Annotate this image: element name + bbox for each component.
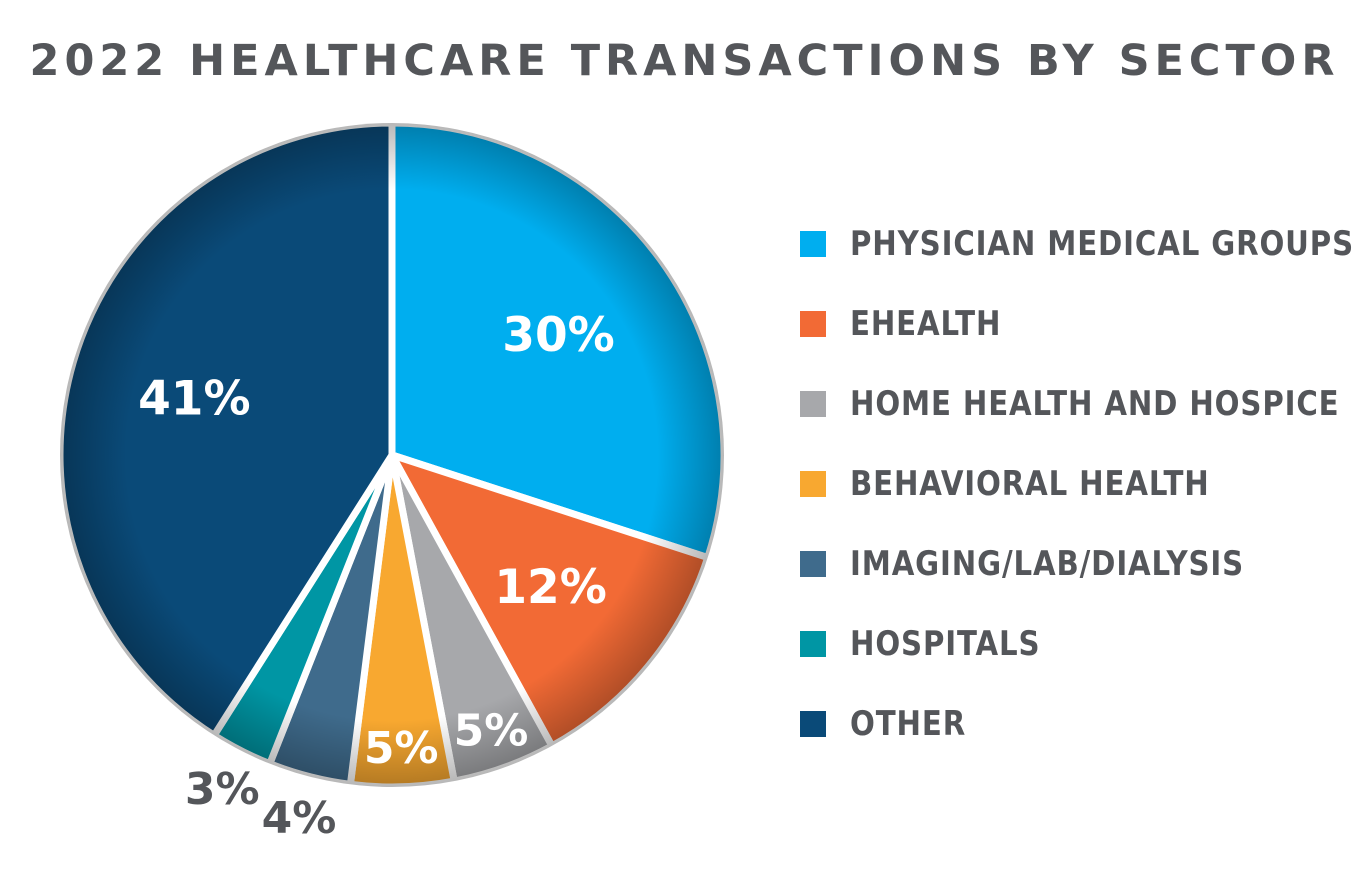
slice-label-ehealth: 12%	[494, 560, 607, 615]
legend-label: IMAGING/LAB/DIALYSIS	[850, 544, 1245, 584]
slice-label-home-health-and-hospice: 5%	[454, 706, 529, 757]
legend-label: OTHER	[850, 704, 967, 744]
legend-item-other: OTHER	[800, 684, 1369, 764]
legend-label: BEHAVIORAL HEALTH	[850, 464, 1210, 504]
slice-label-hospitals: 3%	[185, 764, 260, 815]
legend-swatch	[800, 711, 826, 737]
legend-swatch	[800, 471, 826, 497]
legend-item-ehealth: EHEALTH	[800, 284, 1369, 364]
legend: PHYSICIAN MEDICAL GROUPS EHEALTH HOME HEAL…	[800, 204, 1369, 764]
legend-item-physician-medical-groups: PHYSICIAN MEDICAL GROUPS	[800, 204, 1369, 284]
legend-item-behavioral-health: BEHAVIORAL HEALTH	[800, 444, 1369, 524]
legend-swatch	[800, 391, 826, 417]
slice-label-physician-medical-groups: 30%	[502, 308, 615, 363]
legend-swatch	[800, 551, 826, 577]
legend-swatch	[800, 311, 826, 337]
slice-label-behavioral-health: 5%	[364, 723, 439, 774]
chart-title: 2022 HEALTHCARE TRANSACTIONS BY SECTOR	[29, 36, 1340, 86]
legend-item-home-health-and-hospice: HOME HEALTH AND HOSPICE	[800, 364, 1369, 444]
legend-label: HOME HEALTH AND HOSPICE	[850, 384, 1340, 424]
legend-item-hospitals: HOSPITALS	[800, 604, 1369, 684]
legend-item-imaging-lab-dialysis: IMAGING/LAB/DIALYSIS	[800, 524, 1369, 604]
slice-label-imaging-lab-dialysis: 4%	[262, 793, 337, 844]
legend-label: PHYSICIAN MEDICAL GROUPS	[850, 224, 1355, 264]
legend-label: HOSPITALS	[850, 624, 1041, 664]
legend-swatch	[800, 631, 826, 657]
legend-label: EHEALTH	[850, 304, 1002, 344]
slice-label-other: 41%	[138, 371, 251, 426]
legend-swatch	[800, 231, 826, 257]
